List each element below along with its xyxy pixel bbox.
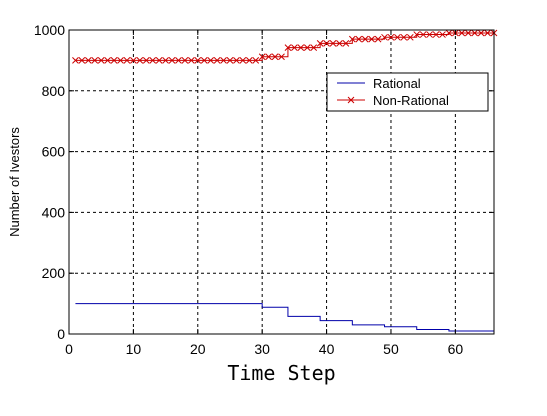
data-point-non-rational	[117, 57, 124, 64]
data-point-non-rational	[284, 44, 292, 51]
data-point-non-rational	[213, 57, 221, 64]
data-point-non-rational	[149, 57, 157, 64]
data-point-non-rational	[258, 53, 266, 61]
data-point-non-rational	[207, 57, 215, 64]
data-point-non-rational	[419, 31, 427, 38]
data-point-non-rational	[336, 40, 343, 47]
data-point-non-rational	[368, 35, 376, 43]
data-point-non-rational	[316, 40, 324, 47]
x-axis-label: Time Step	[227, 361, 335, 385]
data-point-non-rational	[445, 29, 453, 37]
data-point-non-rational	[406, 33, 414, 41]
x-tick-label: 60	[448, 341, 464, 357]
data-point-non-rational	[394, 33, 401, 41]
legend-label-non-rational: Non-Rational	[373, 93, 449, 108]
data-point-non-rational	[426, 31, 433, 38]
data-point-non-rational	[439, 31, 446, 38]
data-point-non-rational	[477, 29, 485, 37]
data-point-non-rational	[187, 57, 195, 64]
data-point-non-rational	[271, 53, 279, 61]
x-tick-label: 0	[65, 341, 73, 357]
data-point-non-rational	[484, 29, 491, 37]
series-line-non-rational	[75, 32, 494, 61]
data-point-non-rational	[400, 33, 408, 41]
data-point-non-rational	[464, 29, 472, 37]
data-point-non-rational	[168, 57, 176, 64]
data-point-non-rational	[91, 57, 99, 64]
data-point-non-rational	[123, 57, 131, 64]
series-line-rational	[75, 303, 494, 332]
data-point-non-rational	[162, 57, 169, 64]
data-point-non-rational	[104, 57, 111, 64]
data-point-non-rational	[142, 57, 150, 64]
data-point-non-rational	[97, 57, 105, 64]
data-point-non-rational	[252, 57, 260, 64]
series-layer	[72, 29, 498, 332]
data-point-non-rational	[303, 44, 311, 51]
x-tick-label: 50	[383, 341, 399, 357]
data-point-non-rational	[220, 57, 227, 64]
data-point-non-rational	[458, 29, 466, 37]
data-point-non-rational	[233, 57, 240, 64]
y-tick-label: 800	[42, 83, 66, 99]
data-point-non-rational	[471, 29, 479, 37]
data-point-non-rational	[432, 31, 440, 38]
data-point-non-rational	[278, 53, 285, 61]
data-point-non-rational	[155, 57, 163, 64]
x-tick-label: 20	[190, 341, 206, 357]
data-point-non-rational	[297, 44, 305, 51]
data-point-non-rational	[239, 57, 247, 64]
data-point-non-rational	[355, 35, 363, 43]
data-point-non-rational	[181, 57, 189, 64]
legend-box	[326, 72, 489, 112]
plot-frame	[68, 29, 495, 335]
data-point-non-rational	[342, 40, 350, 47]
data-point-non-rational	[200, 57, 208, 64]
x-tick-label: 30	[254, 341, 270, 357]
legend-marker-non-rational	[347, 96, 355, 104]
y-tick-label: 0	[57, 326, 65, 342]
data-point-non-rational	[226, 57, 234, 64]
y-tick-label: 400	[42, 204, 66, 220]
y-tick-label: 200	[42, 265, 66, 281]
data-point-non-rational	[245, 57, 253, 64]
data-point-non-rational	[291, 44, 298, 51]
data-point-non-rational	[136, 57, 144, 64]
data-point-non-rational	[110, 57, 118, 64]
legend-label-rational: Rational	[373, 76, 421, 91]
data-point-non-rational	[265, 53, 272, 61]
data-point-non-rational	[361, 35, 369, 43]
legend: Rational Non-Rational	[326, 72, 489, 112]
data-point-non-rational	[175, 57, 182, 64]
data-point-non-rational	[381, 33, 388, 41]
data-point-non-rational	[310, 44, 318, 51]
data-point-non-rational	[78, 57, 86, 64]
y-axis-label: Number of Ivestors	[7, 127, 22, 237]
data-point-non-rational	[323, 40, 330, 47]
data-point-non-rational	[72, 57, 79, 64]
data-point-non-rational	[374, 35, 382, 43]
data-point-non-rational	[84, 57, 92, 64]
y-tick-label: 1000	[34, 22, 65, 38]
data-point-non-rational	[413, 31, 421, 38]
data-point-non-rational	[387, 33, 395, 41]
data-point-non-rational	[329, 40, 337, 47]
x-tick-label: 40	[319, 341, 335, 357]
data-point-non-rational	[130, 57, 137, 64]
x-tick-label: 10	[126, 341, 142, 357]
y-tick-label: 600	[42, 144, 66, 160]
data-point-non-rational	[348, 35, 356, 43]
data-point-non-rational	[194, 57, 202, 64]
